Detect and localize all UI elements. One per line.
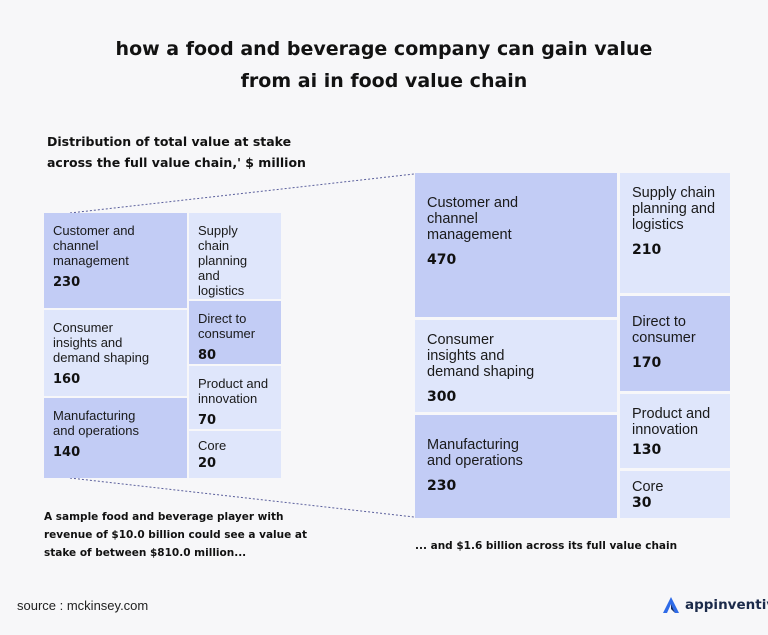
tile-direct-consumer-small: Direct to consumer 80 <box>189 301 281 364</box>
chart-subtitle-line2: across the full value chain,' $ million <box>47 155 306 170</box>
caption-low: A sample food and beverage player with r… <box>44 508 314 562</box>
tile-value: 170 <box>632 355 662 371</box>
tile-value: 470 <box>427 252 457 268</box>
tile-supply-chain-large: Supply chain planning and logistics 210 <box>620 173 730 293</box>
connector-bottom <box>69 477 415 518</box>
tile-label: Supply chain planning and logistics <box>198 223 248 298</box>
tile-value: 230 <box>53 275 81 290</box>
tile-value: 70 <box>198 413 217 428</box>
tile-label: Core <box>198 438 227 453</box>
tile-core-large: Core 30 <box>620 471 730 518</box>
chart-title-line2: from ai in food value chain <box>240 70 528 92</box>
tile-label: Supply chain planning and logistics <box>632 185 716 233</box>
caption-low-line1: A sample food and beverage player with <box>44 511 284 523</box>
chart-title-line1: how a food and beverage company can gain… <box>115 38 653 60</box>
appinventiv-logo-icon <box>663 597 679 613</box>
tile-customer-channel-large: Customer and channel management 470 <box>415 173 617 317</box>
tile-label: Manufacturing and operations <box>427 437 523 469</box>
tile-label: Direct to consumer <box>198 311 256 341</box>
chart-subtitle-line1: Distribution of total value at stake <box>47 134 292 149</box>
tile-product-innovation-small: Product and innovation 70 <box>189 366 281 429</box>
tile-label: Product and innovation <box>198 376 269 406</box>
tile-label: Core <box>632 479 664 495</box>
tile-product-innovation-large: Product and innovation 130 <box>620 394 730 468</box>
source-note: source : mckinsey.com <box>17 598 149 613</box>
brand-logo: appinventiv <box>662 596 768 614</box>
caption-low-line2: revenue of $10.0 billion could see a val… <box>44 529 308 541</box>
caption-high: ... and $1.6 billion across its full val… <box>415 540 678 552</box>
tile-label: Consumer insights and demand shaping <box>53 320 150 365</box>
tile-value: 160 <box>53 372 81 387</box>
tile-manufacturing-large: Manufacturing and operations 230 <box>415 415 617 518</box>
caption-low-line3: stake of between $810.0 million... <box>44 547 247 559</box>
tile-consumer-insights-small: Consumer insights and demand shaping 160 <box>44 310 187 396</box>
tile-value: 230 <box>427 478 457 494</box>
tile-label: Manufacturing and operations <box>53 408 140 438</box>
tile-label: Product and innovation <box>632 406 711 438</box>
tile-value: 80 <box>198 348 217 363</box>
tile-label: Consumer insights and demand shaping <box>427 332 535 380</box>
tile-direct-consumer-large: Direct to consumer 170 <box>620 296 730 391</box>
tile-value: 140 <box>53 445 81 460</box>
tile-value: 20 <box>198 456 217 471</box>
tile-supply-chain-small: Supply chain planning and logistics 110 <box>189 213 281 320</box>
tile-value: 130 <box>632 442 662 458</box>
tile-label: Customer and channel management <box>53 223 135 268</box>
tile-consumer-insights-large: Consumer insights and demand shaping 300 <box>415 320 617 412</box>
tile-core-small: Core 20 <box>189 431 281 478</box>
tile-value: 300 <box>427 389 457 405</box>
chart-subtitle: Distribution of total value at stake acr… <box>47 131 307 173</box>
connector-top <box>69 173 415 214</box>
tile-value: 210 <box>632 242 662 258</box>
brand-name: appinventiv <box>685 597 768 613</box>
tile-manufacturing-small: Manufacturing and operations 140 <box>44 398 187 478</box>
tile-label: Direct to consumer <box>632 314 696 346</box>
tile-customer-channel-small: Customer and channel management 230 <box>44 213 187 308</box>
tile-value: 30 <box>632 495 652 511</box>
tile-label: Customer and channel management <box>427 195 519 243</box>
